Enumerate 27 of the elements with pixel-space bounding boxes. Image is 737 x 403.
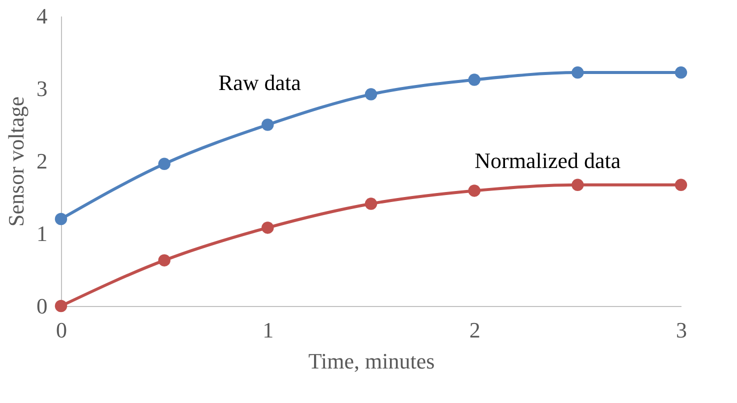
- x-tick-label: 3: [676, 318, 687, 342]
- point: [54, 212, 68, 226]
- point: [674, 66, 688, 79]
- point: [468, 184, 480, 197]
- point: [572, 66, 584, 79]
- y-tick-label: 0: [36, 294, 48, 318]
- point: [262, 222, 274, 234]
- point: [158, 254, 170, 266]
- y-tick-label: 2: [36, 148, 48, 174]
- series-label: Normalized data: [474, 148, 621, 173]
- y-tick-label: 4: [36, 4, 48, 28]
- x-tick-label: 0: [56, 318, 67, 342]
- point: [262, 118, 274, 131]
- x-axis-title: Time, minutes: [308, 348, 435, 374]
- point: [54, 300, 68, 312]
- point: [572, 178, 584, 192]
- point: [674, 178, 688, 192]
- x-tick-label: 1: [262, 318, 274, 342]
- series-label: Raw data: [218, 70, 302, 95]
- point: [364, 88, 378, 100]
- x-tick-label: 2: [469, 318, 480, 342]
- point: [468, 74, 480, 86]
- y-tick-label: 3: [36, 76, 48, 101]
- point: [158, 158, 170, 170]
- y-axis-title: Sensor voltage: [4, 96, 28, 227]
- y-tick-label: 1: [36, 221, 48, 246]
- point: [364, 198, 378, 210]
